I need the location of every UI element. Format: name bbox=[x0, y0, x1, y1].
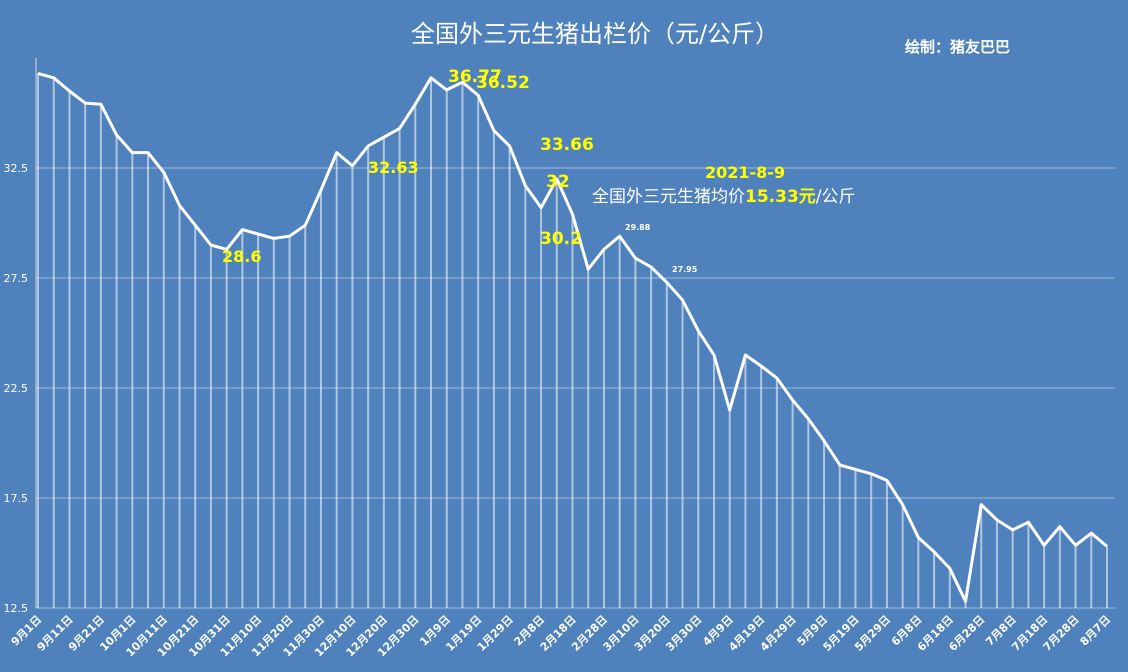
y-tick-label: 17.5 bbox=[4, 492, 29, 505]
y-tick-label: 12.5 bbox=[4, 602, 29, 615]
annotation: 32 bbox=[546, 172, 570, 192]
annotation: 27.95 bbox=[672, 265, 698, 274]
annotation: 36.52 bbox=[476, 73, 530, 93]
annotation: 32.63 bbox=[368, 158, 419, 177]
average-note: 全国外三元生猪均价15.33元/公斤 bbox=[592, 187, 856, 207]
y-tick-label: 27.5 bbox=[4, 272, 29, 285]
annotation: 30.2 bbox=[540, 229, 582, 249]
annotation: 33.66 bbox=[540, 135, 594, 155]
average-note-part: 全国外三元生猪均价 bbox=[592, 187, 745, 207]
credit: 绘制：猪友巴巴 bbox=[905, 38, 1010, 56]
annotation: 29.88 bbox=[625, 223, 651, 232]
average-note-part: 15.33元 bbox=[745, 187, 816, 207]
annotation: 36.77 bbox=[448, 67, 502, 87]
average-note-part: /公斤 bbox=[816, 187, 856, 207]
line-series bbox=[37, 71, 1108, 603]
y-tick-label: 22.5 bbox=[4, 382, 29, 395]
y-tick-label: 32.5 bbox=[4, 162, 29, 175]
annotation: 2021-8-9 bbox=[705, 163, 785, 182]
chart-title: 全国外三元生猪出栏价（元/公斤） bbox=[411, 20, 779, 48]
annotation: 28.6 bbox=[222, 247, 261, 266]
